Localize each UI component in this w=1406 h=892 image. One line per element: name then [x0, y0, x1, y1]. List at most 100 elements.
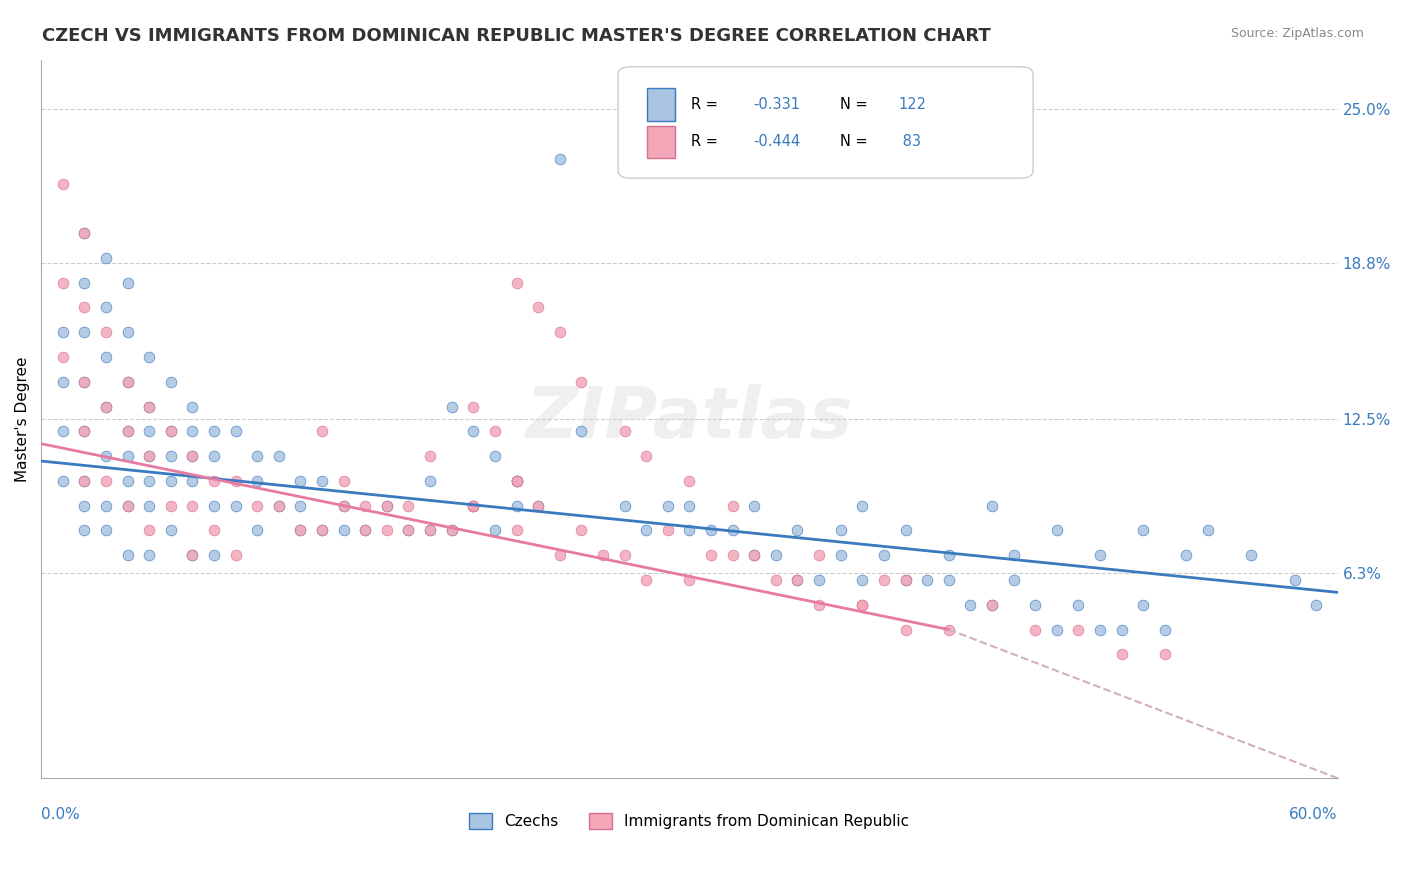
Point — [981, 499, 1004, 513]
Text: N =: N = — [839, 135, 872, 149]
Point — [1024, 598, 1046, 612]
Point — [181, 449, 204, 463]
Point — [138, 499, 160, 513]
Point — [159, 474, 181, 488]
Point — [138, 449, 160, 463]
Point — [440, 400, 463, 414]
Legend: Czechs, Immigrants from Dominican Republic: Czechs, Immigrants from Dominican Republ… — [463, 807, 915, 835]
Point — [678, 573, 700, 587]
Point — [548, 325, 571, 339]
Point — [73, 375, 96, 389]
Point — [311, 425, 333, 439]
Text: CZECH VS IMMIGRANTS FROM DOMINICAN REPUBLIC MASTER'S DEGREE CORRELATION CHART: CZECH VS IMMIGRANTS FROM DOMINICAN REPUB… — [42, 27, 991, 45]
FancyBboxPatch shape — [619, 67, 1033, 178]
Point — [981, 598, 1004, 612]
Point — [225, 425, 247, 439]
Point — [440, 524, 463, 538]
Point — [636, 449, 658, 463]
Point — [786, 524, 808, 538]
Point — [894, 623, 917, 637]
Point — [678, 499, 700, 513]
Point — [117, 449, 139, 463]
Point — [505, 524, 527, 538]
Text: R =: R = — [690, 97, 723, 112]
Point — [1067, 598, 1090, 612]
Point — [1088, 548, 1111, 562]
Point — [484, 449, 506, 463]
Point — [571, 425, 593, 439]
Point — [159, 449, 181, 463]
Point — [657, 524, 679, 538]
Point — [678, 524, 700, 538]
Point — [527, 499, 550, 513]
Point — [505, 474, 527, 488]
Point — [73, 276, 96, 290]
Point — [117, 548, 139, 562]
Point — [202, 474, 225, 488]
Point — [311, 524, 333, 538]
Point — [117, 276, 139, 290]
Point — [159, 499, 181, 513]
Point — [592, 548, 614, 562]
Point — [311, 474, 333, 488]
Point — [73, 524, 96, 538]
Point — [202, 449, 225, 463]
Y-axis label: Master's Degree: Master's Degree — [15, 356, 30, 482]
Point — [765, 573, 787, 587]
Text: -0.444: -0.444 — [754, 135, 800, 149]
Point — [202, 499, 225, 513]
Point — [1046, 524, 1069, 538]
Point — [419, 524, 441, 538]
Point — [267, 449, 290, 463]
Point — [1305, 598, 1327, 612]
Point — [1111, 623, 1133, 637]
Point — [851, 573, 873, 587]
Point — [181, 499, 204, 513]
Point — [894, 573, 917, 587]
Point — [463, 499, 485, 513]
Point — [94, 350, 117, 364]
Point — [1002, 573, 1025, 587]
Point — [505, 474, 527, 488]
Point — [246, 524, 269, 538]
Point — [94, 301, 117, 315]
Point — [94, 474, 117, 488]
Point — [419, 474, 441, 488]
Point — [527, 499, 550, 513]
Point — [117, 499, 139, 513]
Point — [1111, 648, 1133, 662]
Point — [94, 251, 117, 265]
Point — [1088, 623, 1111, 637]
Point — [138, 524, 160, 538]
Point — [742, 548, 765, 562]
Point — [375, 499, 398, 513]
Point — [959, 598, 981, 612]
Point — [73, 226, 96, 240]
Point — [267, 499, 290, 513]
Point — [202, 425, 225, 439]
Point — [332, 499, 354, 513]
Point — [636, 573, 658, 587]
Point — [721, 524, 744, 538]
Point — [117, 499, 139, 513]
Point — [117, 325, 139, 339]
Point — [246, 474, 269, 488]
Point — [1067, 623, 1090, 637]
Point — [571, 375, 593, 389]
Point — [1132, 524, 1154, 538]
Point — [94, 400, 117, 414]
Point — [138, 425, 160, 439]
Point — [678, 474, 700, 488]
Point — [73, 301, 96, 315]
Point — [73, 375, 96, 389]
Point — [181, 449, 204, 463]
Point — [548, 152, 571, 166]
Point — [742, 548, 765, 562]
Point — [290, 474, 312, 488]
Point — [1154, 623, 1177, 637]
Point — [159, 375, 181, 389]
Text: Source: ZipAtlas.com: Source: ZipAtlas.com — [1230, 27, 1364, 40]
Point — [398, 499, 420, 513]
Point — [181, 474, 204, 488]
Point — [915, 573, 938, 587]
